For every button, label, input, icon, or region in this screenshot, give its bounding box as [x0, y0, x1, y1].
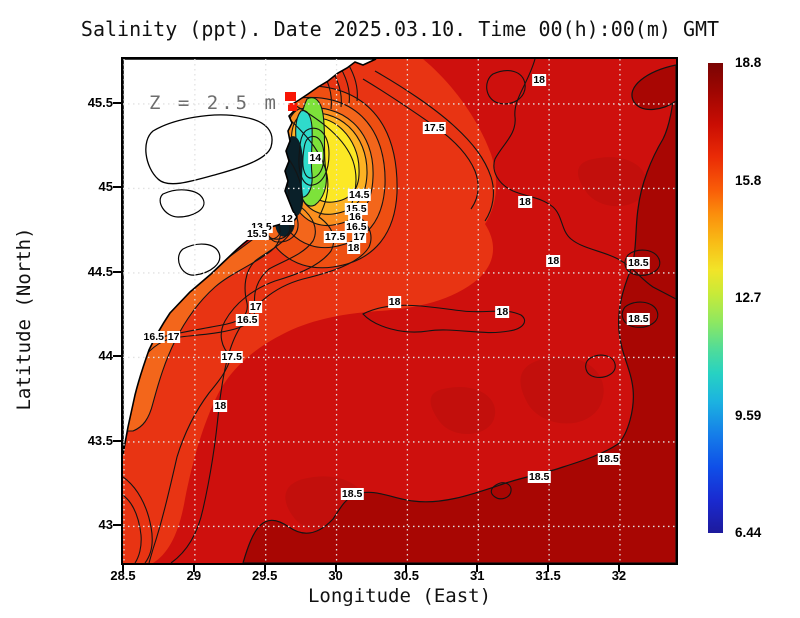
y-tick-mark: [113, 186, 121, 189]
x-tick-label: 32: [611, 568, 627, 583]
contour-label: 18: [346, 241, 361, 254]
y-tick-label: 45: [98, 179, 113, 195]
sea-fill-layers: [123, 59, 676, 563]
contour-label: 17: [166, 331, 181, 344]
contour-label: 18.5: [627, 256, 650, 269]
y-axis-label: Latitude (North): [13, 227, 35, 411]
x-tick-label: 29.5: [252, 568, 278, 583]
x-tick-mark: [547, 565, 550, 572]
x-tick-label: 30: [328, 568, 343, 583]
x-tick-mark: [263, 565, 266, 572]
contour-line: [624, 249, 661, 276]
colorbar-tick-label: 6.44: [735, 525, 762, 540]
gridlines: [123, 59, 676, 563]
map-plot-area: Z = 2.5 m 18 17.5 14 14.5 15.5 16 16.5 17.5 17 18…: [121, 57, 678, 565]
y-tick-label: 43: [98, 517, 113, 533]
contour-label: 17: [248, 300, 263, 313]
contour-label: 18: [518, 195, 532, 208]
contour-line: [486, 70, 526, 105]
y-tick-label: 45.5: [87, 94, 113, 110]
lagoon-outline: [145, 114, 273, 185]
y-tick-mark: [113, 524, 121, 527]
contour-label: 14.5: [348, 189, 371, 202]
contour-line: [123, 494, 142, 563]
contour-label: 18: [495, 305, 510, 318]
contour-line: [298, 127, 330, 186]
contour-label: 16: [348, 211, 362, 224]
salinity-contour-map: [123, 59, 676, 563]
x-tick-mark: [405, 565, 408, 572]
depth-annotation: Z = 2.5 m: [149, 92, 279, 114]
lagoon-outline: [159, 189, 205, 218]
contour-label: 15.5: [245, 228, 269, 241]
contour-label: 17.5: [423, 121, 446, 134]
x-tick-label: 31: [470, 568, 485, 583]
x-tick-label: 29: [186, 568, 202, 583]
contour-label: 18: [532, 74, 547, 87]
river-mouth-cell: [285, 92, 296, 101]
y-tick-mark: [113, 101, 121, 104]
contour-label: 16.5: [142, 331, 165, 344]
region-18p5-plus: [242, 78, 676, 563]
y-tick-label: 43.5: [87, 432, 113, 448]
x-tick-mark: [617, 565, 620, 572]
contour-line: [585, 354, 616, 378]
contour-line: [493, 59, 676, 300]
contour-label: 17.5: [323, 231, 347, 244]
lagoon-outline: [178, 243, 221, 276]
contour-label: 18.5: [340, 488, 364, 501]
contour-label: 18.5: [597, 452, 620, 465]
contour-line: [148, 116, 335, 563]
x-tick-mark: [476, 565, 479, 572]
y-tick-label: 44.5: [87, 263, 113, 279]
region-17p5-18-west: [123, 59, 497, 563]
colorbar-tick-label: 15.8: [735, 172, 762, 188]
contour-label: 18.5: [627, 312, 650, 325]
y-tick-mark: [113, 355, 121, 358]
contour-label: 14: [308, 152, 323, 165]
contour-line: [362, 304, 526, 334]
x-tick-mark: [334, 565, 337, 572]
contour-label: 16.5: [345, 221, 368, 234]
contour-line: [170, 102, 372, 563]
colorbar-tick-label: 9.59: [735, 407, 762, 423]
contour-label: 18.5: [527, 471, 551, 484]
contour-label: 16.5: [236, 314, 259, 327]
colorbar: [708, 63, 723, 533]
contour-label: 17: [352, 231, 367, 244]
x-tick-label: 31.5: [535, 568, 561, 583]
x-tick-label: 30.5: [393, 568, 420, 583]
y-tick-mark: [113, 270, 121, 273]
region-18p5-topright: [631, 64, 676, 110]
river-mouth-cell: [288, 103, 297, 111]
x-axis-label: Longitude (East): [307, 585, 492, 607]
plot-title: Salinity (ppt). Date 2025.03.10. Time 00…: [80, 17, 720, 41]
contour-line: [302, 135, 325, 179]
contour-line: [621, 301, 659, 328]
contour-label: 18: [213, 400, 228, 413]
colorbar-tick-label: 18.8: [735, 55, 762, 70]
contour-label: 12: [280, 212, 294, 225]
x-tick-label: 28.5: [110, 568, 136, 583]
colorbar-tick-label: 12.7: [735, 290, 762, 305]
contour-line: [490, 482, 512, 500]
contour-line: [374, 70, 494, 222]
contour-label: 18: [387, 295, 402, 308]
contour-labels-layer: 1817.51414.515.51616.517.517181213.515.5…: [123, 59, 676, 563]
y-tick-mark: [113, 439, 121, 442]
land-layer: [123, 59, 377, 455]
contour-label: 18: [546, 255, 561, 268]
x-tick-mark: [122, 565, 124, 572]
contour-label: 17.5: [220, 351, 243, 364]
x-tick-mark: [192, 565, 195, 572]
y-tick-label: 44: [98, 348, 113, 364]
contour-line: [123, 476, 153, 563]
